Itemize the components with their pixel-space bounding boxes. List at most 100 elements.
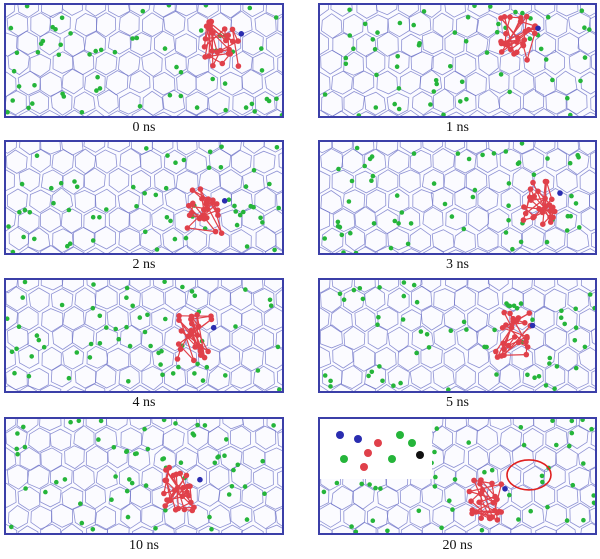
cage-ring [39, 384, 62, 391]
cage-ring [431, 425, 454, 451]
green-sphere [93, 48, 98, 54]
green-sphere [371, 221, 377, 226]
cage-ring [277, 470, 282, 488]
blue-atom [535, 25, 541, 32]
cage-ring [118, 227, 141, 252]
green-sphere [68, 419, 73, 425]
cage-ring [130, 169, 151, 194]
green-sphere [180, 284, 185, 290]
cage-ring [431, 229, 455, 253]
cage-ring [467, 419, 489, 432]
cage-ring [522, 49, 546, 76]
cage-ring [230, 149, 252, 174]
cage-ring [51, 503, 73, 528]
cage-ring [466, 33, 489, 57]
cage-ring [95, 149, 118, 174]
cage-ring [207, 91, 230, 115]
cage-ring [579, 169, 595, 195]
cage-ring [556, 485, 579, 508]
green-sphere [343, 61, 349, 67]
cage-ring [582, 111, 595, 116]
green-sphere [397, 20, 403, 26]
cage-ring [466, 142, 488, 155]
green-sphere [260, 458, 265, 464]
cage-ring [49, 465, 73, 489]
green-sphere [23, 486, 28, 491]
panel-time-label: 3 ns [446, 257, 469, 272]
green-sphere [194, 105, 200, 110]
green-sphere [90, 238, 96, 243]
cage-ring [364, 286, 386, 312]
cage-ring [105, 70, 129, 96]
panel-time-label: 20 ns [442, 538, 473, 553]
cage-ring [220, 280, 242, 292]
inset-atom [396, 431, 404, 439]
cage-ring [545, 12, 568, 38]
cage-ring [28, 287, 50, 313]
green-sphere [94, 88, 99, 93]
cage-ring [39, 109, 61, 116]
green-sphere [336, 166, 341, 172]
green-sphere [540, 479, 545, 485]
green-sphere [565, 95, 570, 101]
cage-ring [154, 168, 176, 193]
cage-ring [330, 306, 353, 333]
cage-ring [264, 70, 282, 96]
blue-atom [221, 198, 228, 204]
cage-ring [154, 30, 176, 56]
cage-ring [96, 89, 119, 114]
cage-ring [266, 419, 282, 433]
green-sphere [6, 109, 10, 115]
green-sphere [191, 433, 197, 438]
cage-ring [106, 347, 130, 371]
green-sphere [259, 46, 264, 51]
cage-ring [355, 170, 378, 194]
simulation-box [318, 417, 597, 535]
panel-time-label: 0 ns [132, 120, 156, 135]
green-sphere [494, 29, 500, 35]
cage-ring [174, 347, 198, 371]
green-sphere [458, 99, 463, 104]
cage-ring [264, 345, 282, 370]
green-sphere [145, 446, 151, 452]
bond [472, 511, 502, 515]
bond [503, 354, 527, 356]
cage-ring [253, 504, 277, 530]
red-atom [540, 221, 546, 227]
cage-ring [73, 226, 95, 252]
red-atom [477, 481, 483, 487]
green-sphere [581, 517, 586, 523]
cage-ring [468, 206, 489, 232]
cage-ring [502, 287, 524, 312]
cage-ring [376, 70, 399, 95]
green-sphere [223, 107, 228, 113]
inset-atom [388, 455, 396, 463]
bond [190, 332, 202, 356]
cage-ring [86, 280, 109, 293]
green-sphere [258, 215, 263, 221]
cage-ring [141, 504, 164, 528]
red-atom [210, 197, 216, 203]
cage-ring [254, 12, 277, 38]
cage-ring [86, 345, 109, 369]
green-sphere [569, 193, 574, 199]
cage-ring [49, 11, 71, 35]
cage-ring [320, 524, 333, 533]
green-sphere [507, 303, 513, 309]
cage-ring [432, 12, 454, 38]
cage-ring [332, 208, 356, 233]
green-sphere [163, 316, 168, 322]
cage-ring [477, 286, 500, 311]
cage-ring [454, 53, 477, 78]
cage-ring [331, 280, 353, 292]
cage-ring [242, 170, 265, 194]
inset-atom [374, 439, 382, 447]
cage-ring [139, 149, 162, 174]
cage-ring [253, 288, 275, 313]
cage-ring [40, 245, 62, 253]
bond [205, 203, 223, 234]
green-sphere [545, 14, 551, 20]
cage-ring [219, 169, 243, 194]
green-sphere [112, 49, 118, 55]
green-sphere [173, 160, 178, 165]
